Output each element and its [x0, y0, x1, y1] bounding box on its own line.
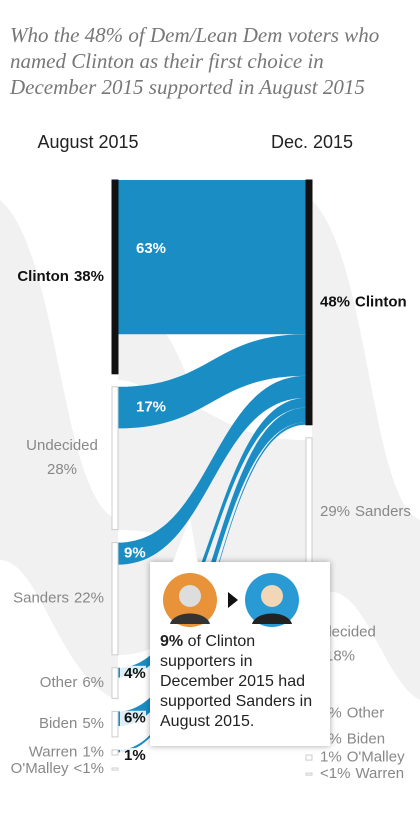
photo-detail — [179, 585, 201, 607]
node-bar — [111, 710, 119, 738]
node-value: 28% — [47, 461, 77, 478]
flow — [118, 397, 306, 678]
node-label: Clinton 38% — [17, 268, 104, 285]
portraits — [160, 570, 320, 632]
ribbon — [312, 200, 420, 700]
node-value: 38% — [74, 268, 104, 285]
column-header: Dec. 2015 — [271, 132, 353, 152]
ribbon — [0, 200, 118, 700]
flow-label: 9% — [124, 545, 146, 562]
annotation-text: 9% of Clinton supporters in December 201… — [160, 632, 320, 732]
flow-label-bg — [120, 747, 146, 764]
node-label: 29% Sanders — [320, 503, 411, 520]
photo-detail — [170, 613, 210, 624]
portrait-icons — [163, 573, 299, 627]
annotation-highlight: 9% — [160, 633, 184, 650]
node-name: Warren — [29, 743, 78, 760]
node-label: Biden 5% — [39, 715, 104, 732]
node-bar — [111, 749, 119, 756]
node-value: 5% — [82, 715, 104, 732]
node-bar — [111, 542, 119, 656]
node-bar — [305, 772, 313, 776]
node-name: Other — [347, 705, 385, 722]
node-bar — [305, 754, 313, 761]
flow — [118, 180, 306, 335]
node-bar — [111, 767, 119, 771]
flow-label: 17% — [136, 399, 166, 416]
node-bar — [305, 179, 313, 426]
flow — [118, 375, 306, 565]
node-name: Undecided — [26, 437, 98, 454]
node-value: 29% — [320, 503, 350, 520]
node-label: Undecided 28% — [26, 437, 98, 478]
node-name: Sanders — [13, 590, 69, 607]
flow-label: 6% — [124, 710, 146, 727]
node-value: 48% — [320, 293, 350, 310]
node-label: 1% O'Malley — [320, 749, 405, 766]
node-label: <1% Warren — [320, 765, 404, 782]
photo-detail — [261, 585, 283, 607]
flow-label: 1% — [124, 747, 146, 764]
node-label: O'Malley <1% — [11, 760, 104, 777]
node-label: 48% Clinton — [320, 293, 407, 310]
node-name: Other — [40, 674, 78, 691]
node-name: Warren — [355, 765, 404, 782]
flow-label: 63% — [136, 240, 166, 257]
flow — [118, 334, 306, 429]
node-name: Clinton — [355, 293, 407, 310]
node-value: 1% — [82, 743, 104, 760]
node-value: 1% — [320, 749, 342, 766]
photo-detail — [252, 613, 292, 624]
annotation-box: 9% of Clinton supporters in December 201… — [150, 562, 330, 746]
node-value: <1% — [74, 760, 104, 777]
node-value: 22% — [74, 590, 104, 607]
chart-title: Who the 48% of Dem/Lean Dem voters who n… — [10, 23, 380, 99]
node-value: <1% — [320, 765, 350, 782]
node-label: Other 6% — [40, 674, 104, 691]
node-name: O'Malley — [347, 749, 405, 766]
node-name: Biden — [39, 715, 77, 732]
flow-label: 4% — [124, 665, 146, 682]
node-label: Sanders 22% — [13, 590, 104, 607]
node-value: 18% — [325, 648, 355, 665]
node-bar — [111, 386, 119, 531]
node-name: Sanders — [355, 503, 411, 520]
node-bar — [111, 179, 119, 375]
annotation-body: of Clinton supporters in December 2015 h… — [160, 633, 313, 730]
node-name: Biden — [347, 730, 385, 747]
flow-label-bg — [120, 665, 146, 682]
node-name: Clinton — [17, 268, 69, 285]
node-name: O'Malley — [11, 760, 69, 777]
arrow — [228, 592, 238, 608]
node-bar — [111, 667, 119, 699]
node-label: Warren 1% — [29, 743, 104, 760]
node-value: 6% — [82, 674, 104, 691]
flow-label-bg — [120, 710, 146, 727]
column-header: August 2015 — [37, 132, 138, 152]
